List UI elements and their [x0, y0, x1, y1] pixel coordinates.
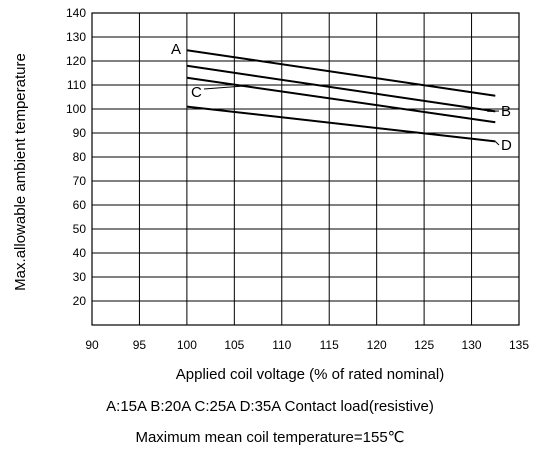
y-tick-label: 70: [73, 174, 87, 188]
series-line-c: [186, 76, 496, 124]
series-line-a: [186, 49, 496, 97]
coil-temperature-note: Maximum mean coil temperature=155℃: [135, 429, 405, 446]
x-tick-label: 95: [133, 338, 147, 352]
y-tick-label: 130: [66, 30, 86, 44]
grid: [91, 12, 520, 326]
x-tick-label: 135: [509, 338, 529, 352]
y-tick-label: 100: [66, 102, 86, 116]
y-tick-label: 30: [73, 270, 87, 284]
x-tick-label: 110: [272, 338, 291, 352]
y-tick-labels: 20 30 40 50 60 70 80 90 100 110 120 130 140: [66, 6, 86, 308]
x-tick-label: 105: [224, 338, 244, 352]
x-tick-label: 120: [367, 338, 387, 352]
x-tick-label: 90: [85, 338, 99, 352]
x-tick-label: 125: [414, 338, 434, 352]
series-label-d: D: [501, 137, 512, 154]
y-tick-label: 20: [73, 294, 87, 308]
x-tick-labels: 90 95 100 105 110 115 120 125 130 135: [85, 338, 529, 352]
series-line-d: [186, 105, 496, 143]
y-tick-label: 50: [73, 222, 87, 236]
x-tick-label: 115: [320, 338, 339, 352]
x-tick-label: 130: [462, 338, 482, 352]
x-axis-label: Applied coil voltage (% of rated nominal…: [176, 366, 444, 383]
series-label-b: B: [501, 103, 511, 120]
y-tick-label: 120: [66, 54, 86, 68]
contact-load-note: A:15A B:20A C:25A D:35A Contact load(res…: [106, 398, 434, 415]
y-tick-label: 80: [73, 150, 87, 164]
series-line-b: [186, 64, 496, 113]
series-labels: A B C D: [171, 41, 512, 154]
x-tick-label: 100: [177, 338, 197, 352]
series-leader-d: [494, 141, 500, 146]
series-label-a: A: [171, 41, 181, 58]
y-tick-label: 40: [73, 246, 87, 260]
series-label-c: C: [191, 84, 202, 101]
series-leader-lines: [203, 85, 500, 146]
y-tick-label: 90: [73, 126, 87, 140]
y-tick-label: 60: [73, 198, 87, 212]
y-tick-label: 140: [66, 6, 86, 20]
plot-frame: [91, 12, 520, 326]
y-axis-label: Max.allowable ambient temperature: [12, 53, 29, 291]
y-tick-label: 110: [67, 78, 86, 92]
series-lines: [186, 49, 496, 143]
series-leader-c: [203, 85, 244, 90]
